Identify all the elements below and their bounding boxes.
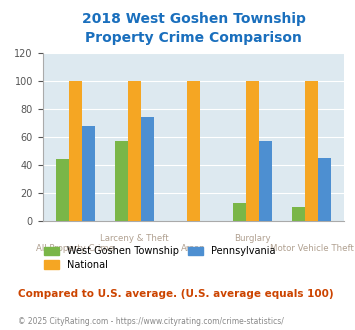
Bar — [292, 207, 305, 221]
Bar — [115, 141, 128, 221]
Bar — [56, 159, 69, 221]
Text: © 2025 CityRating.com - https://www.cityrating.com/crime-statistics/: © 2025 CityRating.com - https://www.city… — [18, 317, 284, 326]
Text: Burglary: Burglary — [234, 234, 271, 243]
Bar — [69, 81, 82, 221]
Bar — [187, 81, 200, 221]
Text: Arson: Arson — [181, 244, 206, 252]
Bar — [246, 81, 259, 221]
Legend: West Goshen Township, National, Pennsylvania: West Goshen Township, National, Pennsylv… — [40, 242, 279, 274]
Title: 2018 West Goshen Township
Property Crime Comparison: 2018 West Goshen Township Property Crime… — [82, 12, 305, 45]
Bar — [305, 81, 318, 221]
Bar — [259, 141, 272, 221]
Bar — [128, 81, 141, 221]
Text: Larceny & Theft: Larceny & Theft — [100, 234, 169, 243]
Text: All Property Crime: All Property Crime — [36, 244, 114, 252]
Text: Compared to U.S. average. (U.S. average equals 100): Compared to U.S. average. (U.S. average … — [18, 289, 333, 299]
Bar — [318, 158, 331, 221]
Bar — [233, 203, 246, 221]
Bar — [82, 126, 95, 221]
Text: Motor Vehicle Theft: Motor Vehicle Theft — [270, 244, 354, 252]
Bar — [141, 117, 154, 221]
